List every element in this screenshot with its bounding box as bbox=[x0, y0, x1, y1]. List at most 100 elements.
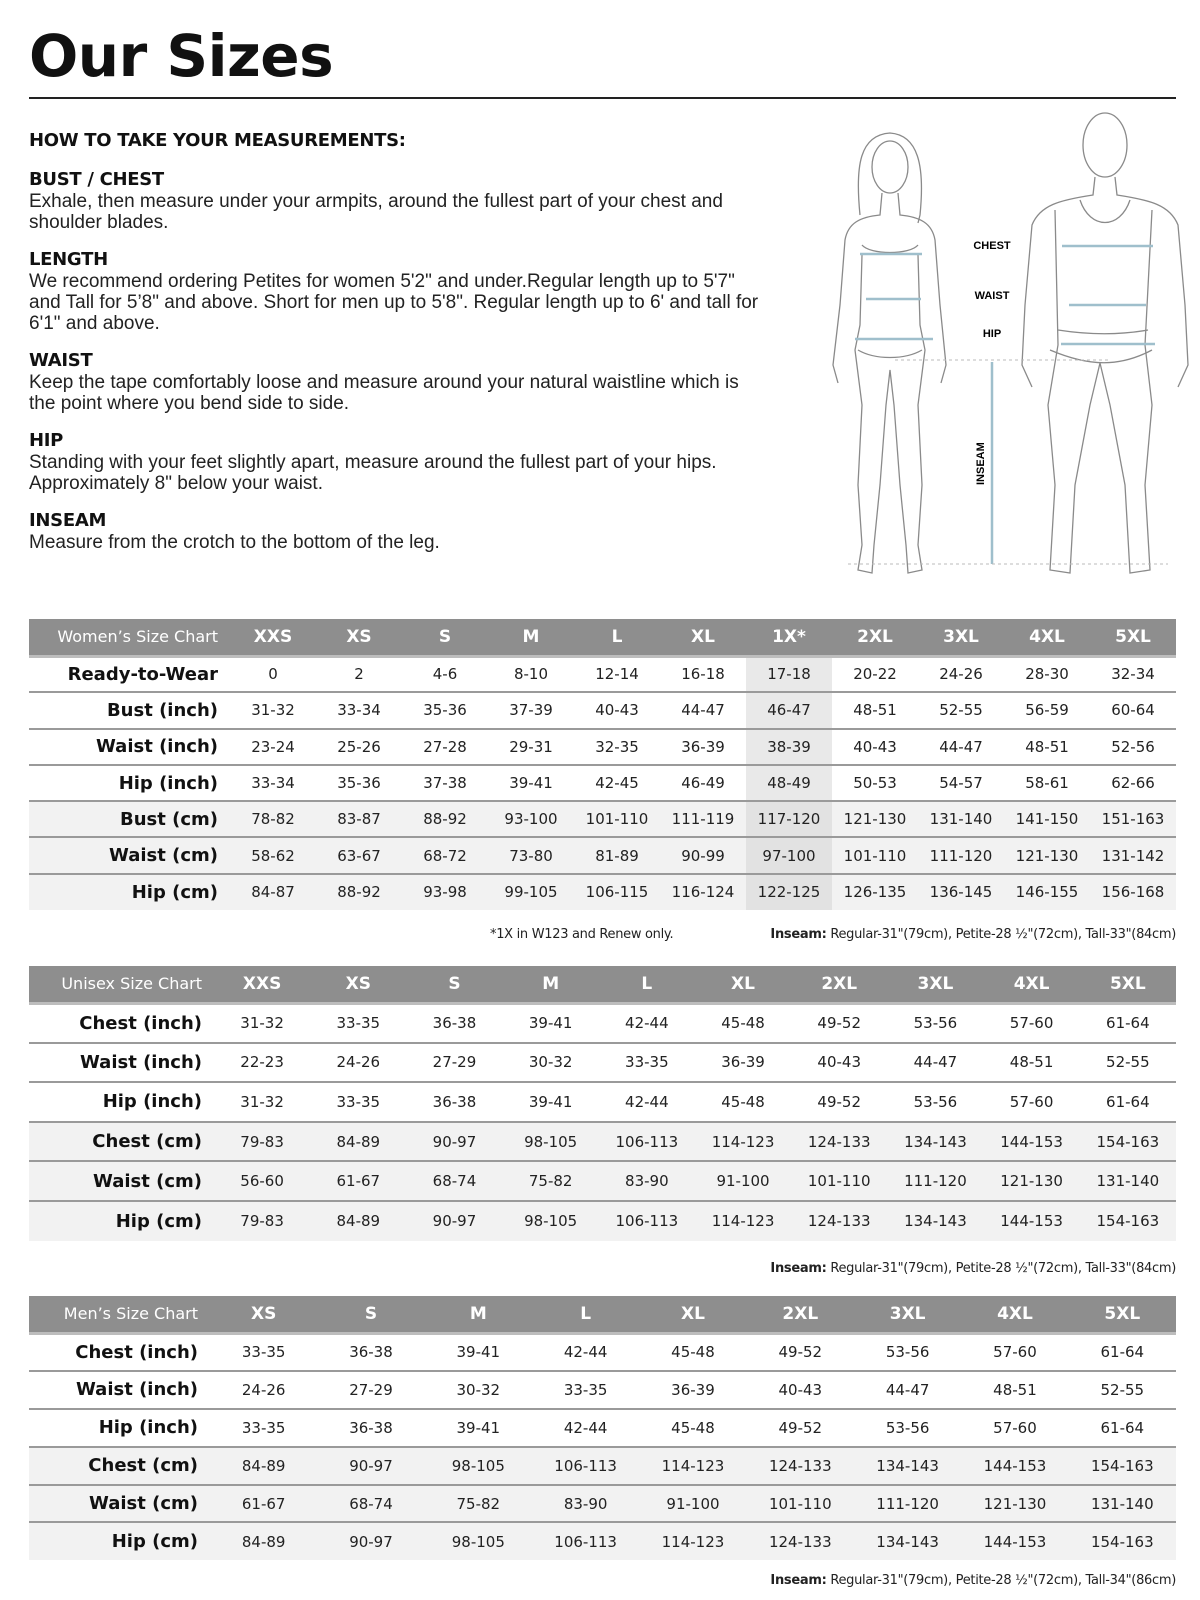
table-row: Hip (cm) 79-83 84-89 90-97 98-105 106-113 114-… bbox=[29, 1200, 1176, 1241]
table-cell: 28-30 bbox=[1004, 656, 1090, 694]
table-cell: 35-36 bbox=[316, 764, 402, 803]
table-cell: 33-35 bbox=[531, 1370, 640, 1410]
table-cell: 53-56 bbox=[887, 1082, 984, 1123]
table-cell: 50-53 bbox=[832, 764, 918, 803]
table-cell: 101-110 bbox=[574, 801, 660, 839]
table-cell: 154-163 bbox=[1068, 1522, 1176, 1561]
table-cell: 141-150 bbox=[1004, 801, 1090, 839]
section-waist: WAIST Keep the tape comfortably loose an… bbox=[29, 350, 769, 414]
table-cell: 2 bbox=[316, 656, 402, 694]
section-text: We recommend ordering Petites for women … bbox=[29, 271, 759, 334]
section-title: LENGTH bbox=[29, 249, 108, 270]
table-cell: 58-62 bbox=[230, 837, 316, 875]
inseam-guides bbox=[848, 359, 1168, 565]
table-cell: 48-51 bbox=[961, 1370, 1069, 1410]
table-cell: 46-49 bbox=[660, 764, 746, 803]
table-cell: 39-41 bbox=[424, 1408, 532, 1448]
table-row: Ready-to-Wear 0 2 4-6 8-10 12-14 16-18 17-18 20-… bbox=[29, 656, 1176, 694]
table-row: Chest (cm) 79-83 84-89 90-97 98-105 106-113 11… bbox=[29, 1121, 1176, 1163]
womens-footnote: *1X in W123 and Renew only. bbox=[490, 927, 674, 942]
table-cell: 83-90 bbox=[598, 1161, 695, 1202]
measurement-lines bbox=[855, 244, 1155, 564]
table-cell: 134-143 bbox=[853, 1446, 962, 1486]
table-cell: 121-130 bbox=[1004, 837, 1090, 875]
table-cell: 33-35 bbox=[210, 1333, 318, 1372]
table-cell: 90-97 bbox=[317, 1446, 425, 1486]
table-cell: 33-34 bbox=[316, 692, 402, 730]
section-text: Keep the tape comfortably loose and meas… bbox=[29, 372, 739, 414]
size-header: XS bbox=[210, 1296, 318, 1335]
table-cell: 42-44 bbox=[598, 1003, 695, 1044]
size-header: XXS bbox=[230, 619, 316, 658]
table-cell: 46-47 bbox=[746, 692, 832, 730]
size-header: L bbox=[598, 966, 695, 1005]
row-label: Waist (inch) bbox=[29, 1042, 214, 1084]
table-cell: 24-26 bbox=[310, 1042, 407, 1084]
chart-title: Unisex Size Chart bbox=[29, 966, 214, 1005]
table-cell: 117-120 bbox=[746, 801, 832, 839]
table-cell: 40-43 bbox=[746, 1370, 854, 1410]
mens-size-chart: Men’s Size Chart XS S M L XL 2XL 3XL 4XL 5XL Chest… bbox=[29, 1296, 1176, 1561]
waist-label: WAIST bbox=[975, 290, 1010, 302]
table-cell: 90-97 bbox=[406, 1121, 503, 1163]
table-row: Chest (cm) 84-89 90-97 98-105 106-113 114-123… bbox=[29, 1446, 1176, 1486]
table-cell: 131-142 bbox=[1090, 837, 1176, 875]
row-label: Waist (cm) bbox=[29, 837, 230, 875]
table-cell: 154-163 bbox=[1068, 1446, 1176, 1486]
table-cell: 36-39 bbox=[694, 1042, 792, 1084]
table-cell: 90-99 bbox=[660, 837, 746, 875]
size-header: 3XL bbox=[918, 619, 1004, 658]
size-header: XL bbox=[694, 966, 792, 1005]
table-cell: 25-26 bbox=[316, 728, 402, 766]
table-cell: 154-163 bbox=[1079, 1121, 1176, 1163]
table-cell: 40-43 bbox=[574, 692, 660, 730]
table-row: Waist (cm) 61-67 68-74 75-82 83-90 91-100 101-… bbox=[29, 1484, 1176, 1524]
row-label: Hip (inch) bbox=[29, 764, 230, 803]
table-cell: 33-34 bbox=[230, 764, 316, 803]
table-cell: 154-163 bbox=[1079, 1200, 1176, 1241]
table-cell: 93-100 bbox=[488, 801, 574, 839]
table-cell: 48-51 bbox=[1004, 728, 1090, 766]
table-cell: 124-133 bbox=[791, 1121, 888, 1163]
table-cell: 45-48 bbox=[694, 1003, 792, 1044]
table-cell: 60-64 bbox=[1090, 692, 1176, 730]
table-cell: 32-34 bbox=[1090, 656, 1176, 694]
table-cell: 84-89 bbox=[310, 1200, 407, 1241]
table-cell: 156-168 bbox=[1090, 873, 1176, 911]
size-header: M bbox=[488, 619, 574, 658]
title-divider bbox=[29, 97, 1176, 99]
table-cell: 52-55 bbox=[918, 692, 1004, 730]
female-figure-outline bbox=[832, 132, 947, 574]
table-cell: 37-38 bbox=[402, 764, 488, 803]
table-cell: 144-153 bbox=[961, 1522, 1069, 1561]
table-cell: 52-55 bbox=[1079, 1042, 1176, 1084]
row-label: Hip (inch) bbox=[29, 1408, 210, 1448]
table-cell: 27-29 bbox=[317, 1370, 425, 1410]
table-cell: 49-52 bbox=[746, 1333, 854, 1372]
chart-title: Men’s Size Chart bbox=[29, 1296, 210, 1335]
table-cell: 114-123 bbox=[639, 1522, 747, 1561]
size-header: XL bbox=[639, 1296, 747, 1335]
table-cell: 33-35 bbox=[210, 1408, 318, 1448]
unisex-size-chart: Unisex Size Chart XXS XS S M L XL 2XL 3XL 4XL 5XL C… bbox=[29, 966, 1176, 1241]
table-cell: 44-47 bbox=[918, 728, 1004, 766]
table-cell: 48-49 bbox=[746, 764, 832, 803]
inseam-note-label: Inseam: bbox=[770, 1261, 827, 1276]
size-header: 5XL bbox=[1090, 619, 1176, 658]
size-header: M bbox=[424, 1296, 532, 1335]
table-cell: 114-123 bbox=[694, 1121, 792, 1163]
table-cell: 97-100 bbox=[746, 837, 832, 875]
table-cell: 81-89 bbox=[574, 837, 660, 875]
chest-label: CHEST bbox=[973, 240, 1011, 252]
size-header: 2XL bbox=[832, 619, 918, 658]
table-cell: 40-43 bbox=[832, 728, 918, 766]
table-cell: 106-113 bbox=[531, 1446, 640, 1486]
table-cell: 57-60 bbox=[961, 1408, 1069, 1448]
header-row: Unisex Size Chart XXS XS S M L XL 2XL 3XL 4XL 5XL bbox=[29, 966, 1176, 1005]
inseam-note-text: Regular-31"(79cm), Petite-28 ½"(72cm), T… bbox=[826, 927, 1176, 942]
table-cell: 122-125 bbox=[746, 873, 832, 911]
size-header: S bbox=[406, 966, 503, 1005]
table-row: Hip (cm) 84-87 88-92 93-98 99-105 106-115 116-… bbox=[29, 873, 1176, 911]
table-cell: 36-39 bbox=[660, 728, 746, 766]
table-cell: 91-100 bbox=[694, 1161, 792, 1202]
